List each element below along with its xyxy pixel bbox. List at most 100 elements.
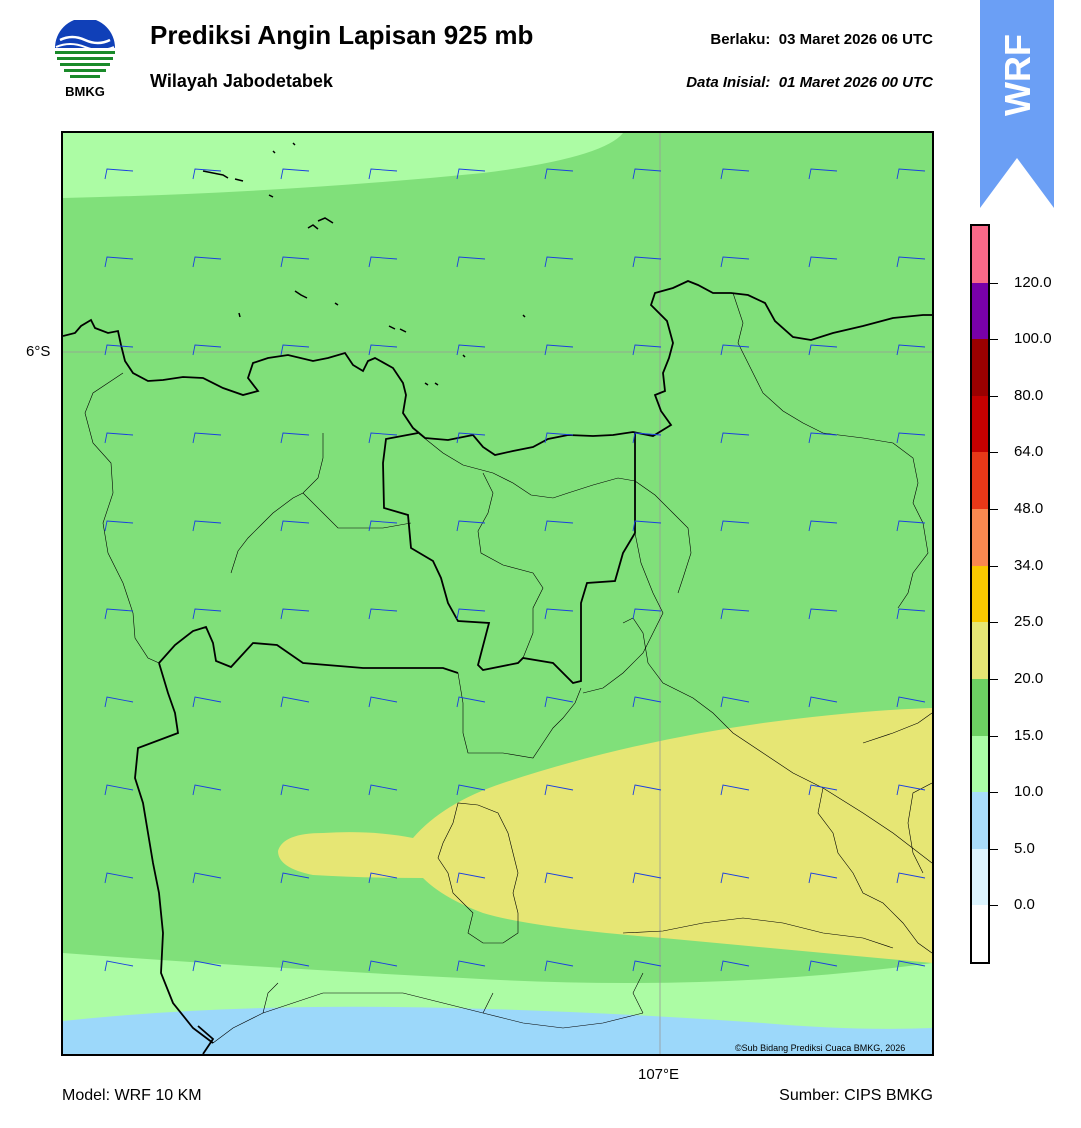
colorbar-tick — [990, 735, 998, 737]
wind-barb — [280, 256, 310, 268]
thousand-islands — [202, 142, 526, 386]
wind-barb — [368, 520, 398, 532]
wind-barb — [368, 872, 398, 884]
wind-barb — [896, 872, 926, 884]
colorbar-tick — [990, 792, 998, 794]
colorbar-segment — [972, 339, 988, 396]
wind-barb — [632, 256, 662, 268]
init-label: Data Inisial: — [686, 74, 771, 91]
colorbar-segment — [972, 452, 988, 510]
regency-borders — [84, 292, 932, 1044]
wind-barb — [896, 168, 926, 180]
wind-barb — [632, 784, 662, 796]
colorbar-tick-label: 34.0 — [1014, 556, 1044, 574]
copyright-text: ©Sub Bidang Prediksi Cuaca BMKG, 2026 — [735, 1043, 906, 1053]
wind-barb — [896, 784, 926, 796]
colorbar-tick — [990, 678, 998, 680]
wind-barb — [808, 608, 838, 620]
colorbar-segment — [972, 678, 988, 736]
valid-value: 03 Maret 2026 06 UTC — [778, 31, 933, 48]
wind-barb — [368, 168, 398, 180]
wind-barb — [104, 168, 134, 180]
wind-barb — [192, 256, 222, 268]
wind-barb — [896, 696, 926, 708]
colorbar-tick-label: 25.0 — [1014, 613, 1044, 631]
colorbar-tick — [990, 395, 998, 397]
colorbar-tick — [990, 565, 998, 567]
wind-barb — [192, 784, 222, 796]
wind-barb — [192, 872, 222, 884]
wind-barb — [808, 784, 838, 796]
colorbar-segment — [972, 282, 988, 340]
wind-barb — [720, 872, 750, 884]
wind-barb — [544, 344, 574, 356]
colorbar-tick-label: 15.0 — [1014, 726, 1044, 744]
map-title: Prediksi Angin Lapisan 925 mb — [150, 20, 534, 50]
wrf-banner-text: WRF — [997, 34, 1038, 116]
wind-barb — [280, 520, 310, 532]
wind-barb-field — [104, 168, 926, 972]
wind-barb — [192, 344, 222, 356]
colorbar-segment — [972, 905, 988, 962]
colorbar-tick-label: 120.0 — [1014, 273, 1052, 291]
wind-barb — [808, 432, 838, 444]
wind-barb — [632, 608, 662, 620]
init-time: Data Inisial: 01 Maret 2026 00 UTC — [686, 74, 933, 91]
wind-barb — [544, 608, 574, 620]
wind-barb — [368, 784, 398, 796]
logo-text: BMKG — [65, 84, 105, 99]
wind-barb — [104, 608, 134, 620]
colorbar-segment — [972, 792, 988, 849]
init-value: 01 Maret 2026 00 UTC — [778, 74, 933, 91]
wind-barb — [280, 872, 310, 884]
wind-barb — [544, 696, 574, 708]
wind-barb — [456, 784, 486, 796]
colorbar-tick-label: 10.0 — [1014, 783, 1044, 801]
wind-barb — [104, 696, 134, 708]
wind-barb — [808, 256, 838, 268]
wind-barb — [368, 344, 398, 356]
wind-barb — [808, 696, 838, 708]
wind-barb — [632, 960, 662, 972]
wind-barb — [368, 960, 398, 972]
wind-barb — [720, 696, 750, 708]
colorbar-tick-label: 48.0 — [1014, 500, 1044, 518]
wind-barb — [192, 520, 222, 532]
colorbar-tick — [990, 282, 998, 284]
map-canvas — [63, 133, 932, 1054]
colorbar-segment — [972, 509, 988, 566]
wind-barb — [456, 960, 486, 972]
colorbar-segment — [972, 848, 988, 906]
wind-barb — [720, 432, 750, 444]
wind-barb — [192, 696, 222, 708]
colorbar-tick — [990, 452, 998, 454]
wind-barb — [896, 256, 926, 268]
wind-barb — [720, 344, 750, 356]
source-label: Sumber: CIPS BMKG — [779, 1087, 933, 1104]
wind-barb — [368, 256, 398, 268]
wrf-banner — [980, 0, 1054, 208]
colorbar-segment — [972, 226, 988, 283]
wind-barb — [280, 608, 310, 620]
colorbar-tick-label: 0.0 — [1014, 896, 1035, 914]
wind-barb — [544, 256, 574, 268]
wind-barb — [896, 344, 926, 356]
colorbar-segment — [972, 735, 988, 793]
colorbar — [970, 224, 990, 964]
wind-barb — [104, 960, 134, 972]
wind-barb — [632, 344, 662, 356]
wind-barb — [456, 696, 486, 708]
wind-speed-fill-top-10-15 — [63, 133, 623, 198]
colorbar-tick-label: 80.0 — [1014, 386, 1044, 404]
colorbar-tick-label: 5.0 — [1014, 839, 1035, 857]
wind-barb — [456, 608, 486, 620]
wind-speed-fill-20-25 — [278, 708, 932, 963]
wrf-banner-text-holder: WRF — [997, 34, 1038, 116]
wind-barb — [720, 784, 750, 796]
wind-barb — [192, 960, 222, 972]
model-label: Model: WRF 10 KM — [62, 1087, 202, 1104]
valid-time: Berlaku: 03 Maret 2026 06 UTC — [710, 31, 933, 48]
latitude-label: 6°S — [26, 343, 51, 360]
wind-barb — [280, 344, 310, 356]
wind-barb — [720, 168, 750, 180]
